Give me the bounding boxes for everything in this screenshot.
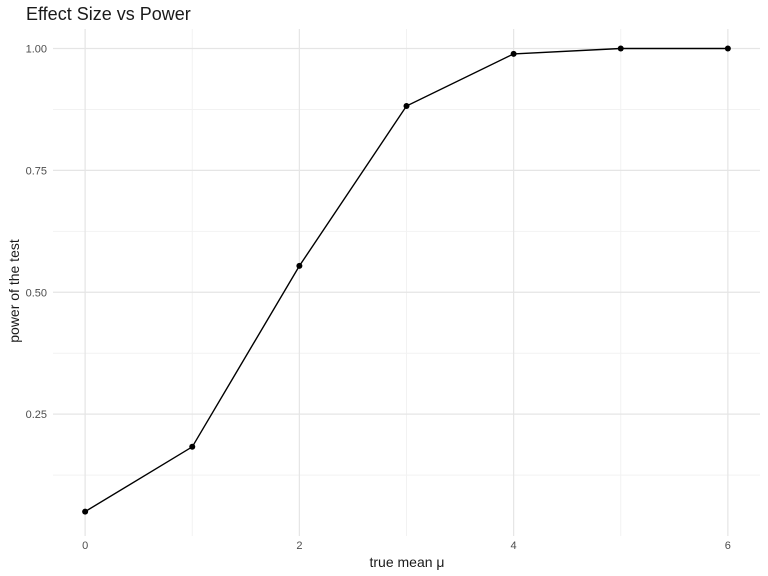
x-axis-ticks: 0 2 4 6 [82,540,731,552]
y-tick-label: 0.75 [26,165,47,177]
data-point [82,508,89,515]
data-point [403,103,410,110]
data-point [296,262,303,269]
chart-title: Effect Size vs Power [26,4,191,24]
y-axis-title: power of the test [6,239,22,343]
x-tick-label: 6 [725,540,731,552]
data-point [617,45,624,52]
x-axis-title: true mean μ [370,554,445,570]
data-point [724,45,731,52]
y-axis-ticks: 0.25 0.50 0.75 1.00 [26,44,47,422]
minor-gridlines [53,29,760,536]
x-tick-label: 0 [82,540,88,552]
data-point [510,50,517,57]
y-tick-label: 0.25 [26,409,47,421]
y-tick-label: 0.50 [26,287,47,299]
series-power [82,45,731,515]
x-tick-label: 4 [511,540,517,552]
y-tick-label: 1.00 [26,44,47,56]
data-point [189,443,196,450]
x-tick-label: 2 [296,540,302,552]
